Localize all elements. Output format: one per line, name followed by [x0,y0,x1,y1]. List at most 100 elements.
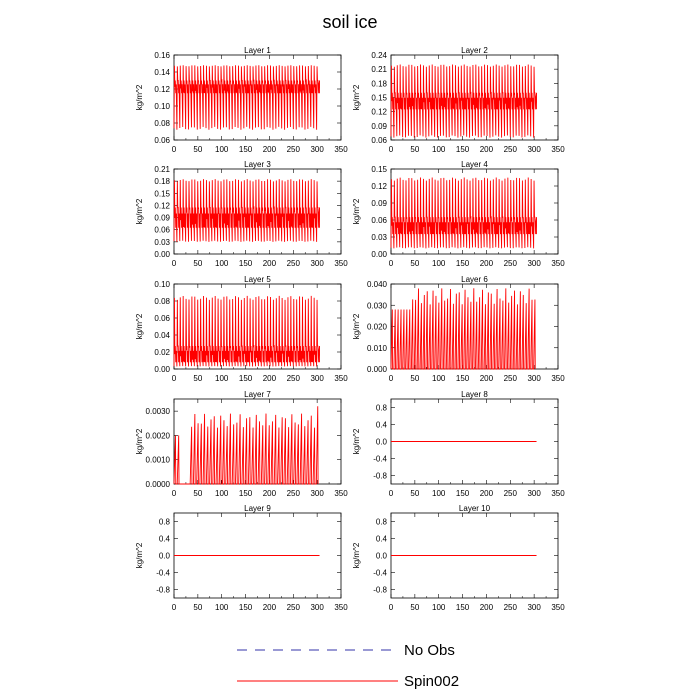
x-tick-label: 200 [263,489,277,498]
y-tick-label: -0.8 [373,472,387,481]
y-tick-label: 0.00 [154,250,170,259]
x-tick-label: 0 [172,489,177,498]
x-tick-label: 0 [172,259,177,268]
series-line-spin002 [173,406,319,485]
panel-layer-6: Layer 6 kg/m^2 0 50 100 150 200 250 300 350 0.000 0… [352,275,565,383]
x-tick-label: 150 [239,489,253,498]
y-tick-label: 0.12 [154,201,170,210]
y-tick-label: -0.8 [156,586,170,595]
x-tick-label: 350 [551,145,565,154]
x-tick-label: 100 [215,603,229,612]
x-tick-label: 0 [172,145,177,154]
y-tick-label: 0.02 [154,348,170,357]
y-tick-label: 0.15 [371,165,387,174]
x-tick-label: 300 [527,145,541,154]
x-tick-label: 150 [456,603,470,612]
x-tick-label: 250 [287,603,301,612]
x-tick-label: 100 [215,374,229,383]
legend-label-no-obs: No Obs [404,642,455,659]
y-axis-label: kg/m^2 [352,313,361,339]
x-tick-label: 100 [215,489,229,498]
y-tick-label: 0.06 [154,314,170,323]
panel-layer-1: Layer 1 kg/m^2 0 50 100 150 200 250 300 350 0.06 0.… [135,46,348,154]
x-tick-label: 200 [263,603,277,612]
y-tick-label: 0.18 [154,177,170,186]
plot-frame [390,168,559,255]
y-tick-label: 0.8 [376,404,388,413]
x-tick-label: 350 [334,145,348,154]
x-tick-label: 100 [432,259,446,268]
x-tick-label: 250 [287,489,301,498]
y-tick-label: 0.0 [159,552,171,561]
x-tick-label: 300 [310,374,324,383]
series-line-spin002 [173,295,320,367]
series-line-spin002 [173,179,320,242]
x-tick-label: 300 [527,374,541,383]
x-tick-label: 50 [410,489,419,498]
panel-layer-7: Layer 7 kg/m^2 0 50 100 150 200 250 300 350 0.0000… [135,390,348,498]
x-tick-label: 250 [504,374,518,383]
x-tick-label: 150 [456,145,470,154]
x-tick-label: 350 [334,489,348,498]
y-tick-label: 0.12 [371,182,387,191]
y-axis-label: kg/m^2 [135,542,144,568]
y-axis-label: kg/m^2 [352,198,361,224]
x-tick-label: 150 [239,145,253,154]
x-tick-label: 300 [527,489,541,498]
series-line-spin002 [390,177,537,249]
x-tick-label: 0 [389,603,394,612]
y-tick-label: 0.0000 [146,480,171,489]
y-tick-label: 0.0010 [146,456,171,465]
y-tick-label: 0.09 [371,122,387,131]
panel-layer-3: Layer 3 kg/m^2 0 50 100 150 200 250 300 350 0.00 0.… [135,160,348,268]
y-tick-label: 0.4 [159,535,171,544]
plot-frame [173,398,342,485]
y-tick-label: 0.16 [154,51,170,60]
panel-title: Layer 3 [244,160,271,169]
y-tick-label: 0.12 [371,108,387,117]
x-tick-label: 350 [551,489,565,498]
x-tick-label: 200 [480,374,494,383]
x-tick-label: 300 [310,603,324,612]
x-tick-label: 50 [193,603,202,612]
x-tick-label: 0 [389,145,394,154]
x-tick-label: 50 [410,259,419,268]
panel-layer-9: Layer 9 kg/m^2 0 50 100 150 200 250 300 350 -0.8 -0… [135,504,348,612]
x-tick-label: 250 [287,374,301,383]
x-tick-label: 200 [480,603,494,612]
x-tick-label: 50 [193,145,202,154]
y-tick-label: 0.0020 [146,431,171,440]
x-tick-label: 250 [504,145,518,154]
series-line-spin002 [390,64,537,138]
y-tick-label: 0.4 [376,421,388,430]
x-tick-label: 0 [389,374,394,383]
y-tick-label: -0.4 [156,569,170,578]
x-tick-label: 200 [263,259,277,268]
x-tick-label: 50 [410,374,419,383]
y-tick-label: 0.18 [371,79,387,88]
y-axis-label: kg/m^2 [135,313,144,339]
y-tick-label: 0.040 [367,280,388,289]
x-tick-label: 50 [410,603,419,612]
y-tick-label: 0.010 [367,344,388,353]
x-tick-label: 50 [193,374,202,383]
panel-title: Layer 10 [459,504,491,513]
y-tick-label: 0.00 [154,365,170,374]
y-tick-label: 0.00 [371,250,387,259]
y-tick-label: 0.15 [154,189,170,198]
x-tick-label: 150 [239,259,253,268]
x-tick-label: 350 [551,374,565,383]
x-tick-label: 50 [193,259,202,268]
y-tick-label: -0.4 [373,569,387,578]
y-tick-label: 0.08 [154,119,170,128]
x-tick-label: 350 [334,259,348,268]
y-tick-label: 0.030 [367,301,388,310]
y-tick-label: 0.12 [154,85,170,94]
y-axis-label: kg/m^2 [135,428,144,454]
y-tick-label: 0.000 [367,365,388,374]
y-axis-label: kg/m^2 [352,428,361,454]
y-tick-label: 0.06 [154,136,170,145]
panel-layer-8: Layer 8 kg/m^2 0 50 100 150 200 250 300 350 -0.8 -0… [352,390,565,498]
x-tick-label: 100 [432,145,446,154]
